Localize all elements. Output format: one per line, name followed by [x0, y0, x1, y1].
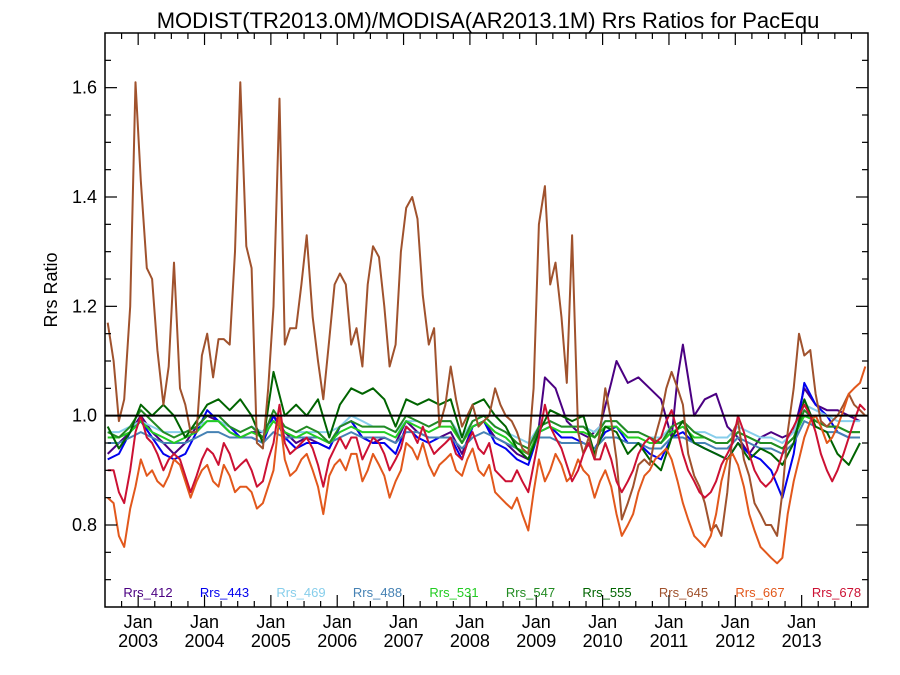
- x-tick-year-label: 2010: [583, 631, 623, 651]
- legend-item-rrs-469: Rrs_469: [276, 585, 325, 600]
- x-tick-month-label: Jan: [190, 612, 219, 632]
- x-ticks: Jan2003Jan2004Jan2005Jan2006Jan2007Jan20…: [118, 33, 853, 651]
- x-tick-year-label: 2009: [516, 631, 556, 651]
- legend-item-rrs-547: Rrs_547: [506, 585, 555, 600]
- series-line-rrs-667: [107, 366, 867, 565]
- legend-item-rrs-678: Rrs_678: [812, 585, 861, 600]
- plot-frame: [104, 32, 869, 608]
- legend-item-rrs-555: Rrs_555: [582, 585, 631, 600]
- y-tick-label: 0.8: [72, 515, 97, 535]
- series-line-rrs-555: [106, 370, 861, 472]
- legend-item-rrs-531: Rrs_531: [429, 585, 478, 600]
- y-tick-label: 1.6: [72, 78, 97, 98]
- x-tick-month-label: Jan: [124, 612, 153, 632]
- series-layer: [106, 81, 867, 565]
- x-tick-month-label: Jan: [522, 612, 551, 632]
- x-tick-year-label: 2004: [184, 631, 224, 651]
- x-tick-year-label: 2003: [118, 631, 158, 651]
- x-tick-month-label: Jan: [721, 612, 750, 632]
- x-tick-month-label: Jan: [256, 612, 285, 632]
- y-axis-label: Rrs Ratio: [41, 252, 61, 327]
- x-tick-year-label: 2005: [251, 631, 291, 651]
- x-tick-month-label: Jan: [389, 612, 418, 632]
- y-tick-label: 1.0: [72, 406, 97, 426]
- axes-layer: [104, 32, 869, 608]
- series-line-rrs-645: [106, 81, 867, 537]
- series-line-rrs-488: [107, 420, 860, 455]
- x-tick-month-label: Jan: [455, 612, 484, 632]
- chart-title: MODIST(TR2013.0M)/MODISA(AR2013.1M) Rrs …: [157, 8, 820, 33]
- x-tick-year-label: 2007: [384, 631, 424, 651]
- x-tick-year-label: 2008: [450, 631, 490, 651]
- x-tick-year-label: 2011: [650, 631, 689, 651]
- y-tick-label: 1.2: [72, 296, 97, 316]
- x-tick-month-label: Jan: [654, 612, 683, 632]
- x-tick-month-label: Jan: [323, 612, 352, 632]
- x-tick-year-label: 2006: [317, 631, 357, 651]
- x-tick-month-label: Jan: [588, 612, 617, 632]
- y-tick-label: 1.4: [72, 187, 97, 207]
- legend-item-rrs-488: Rrs_488: [353, 585, 402, 600]
- legend: Rrs_412 Rrs_443 Rrs_469 Rrs_488 Rrs_531 Rrs_5…: [123, 585, 861, 600]
- legend-item-rrs-443: Rrs_443: [200, 585, 249, 600]
- legend-item-rrs-412: Rrs_412: [123, 585, 172, 600]
- x-tick-month-label: Jan: [787, 612, 816, 632]
- y-ticks: 0.8 1.0 1.2 1.4 1.6: [72, 59, 868, 581]
- series-line-rrs-678: [107, 403, 867, 505]
- legend-item-rrs-667: Rrs_667: [735, 585, 784, 600]
- x-tick-year-label: 2012: [715, 631, 755, 651]
- x-tick-year-label: 2013: [782, 631, 822, 651]
- legend-item-rrs-645: Rrs_645: [659, 585, 708, 600]
